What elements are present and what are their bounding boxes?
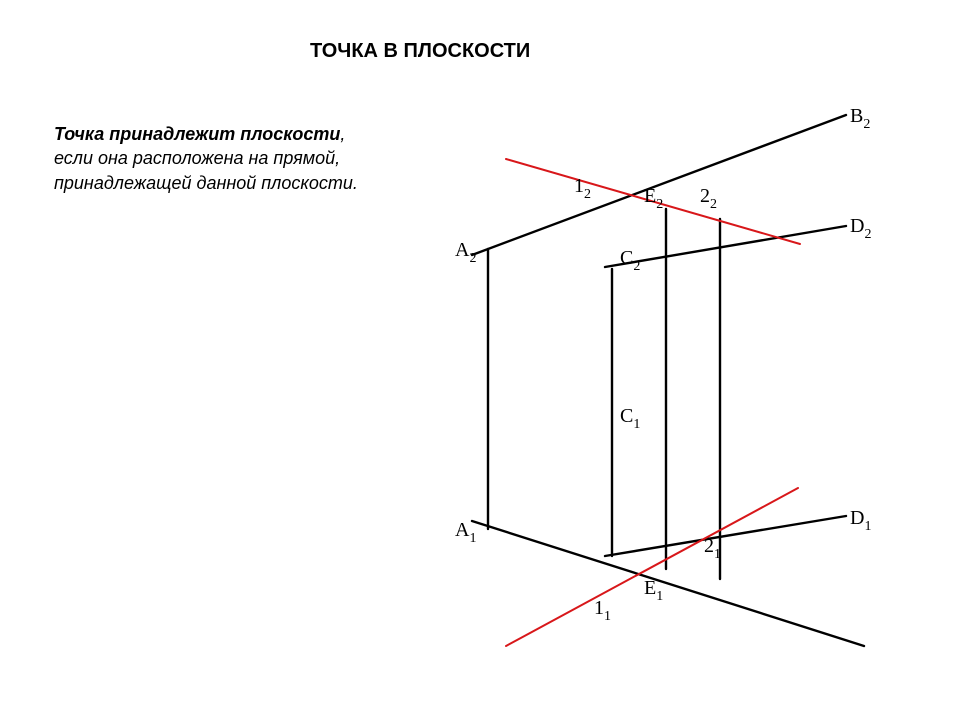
svg-text:21: 21: [704, 535, 721, 562]
svg-text:12: 12: [574, 175, 591, 202]
svg-text:22: 22: [700, 185, 717, 212]
svg-text:B2: B2: [850, 105, 870, 132]
definition-lead: Точка принадлежит плоскости: [54, 124, 340, 144]
svg-text:C1: C1: [620, 405, 640, 432]
projection-diagram: A2A1B2D2D1C2C1E2E112112221: [410, 84, 910, 674]
svg-text:11: 11: [594, 597, 611, 624]
page-title: ТОЧКА В ПЛОСКОСТИ: [310, 40, 530, 63]
svg-text:E2: E2: [644, 185, 663, 212]
svg-text:D1: D1: [850, 507, 871, 534]
diagram-svg: A2A1B2D2D1C2C1E2E112112221: [410, 84, 910, 674]
svg-text:A1: A1: [455, 519, 476, 546]
svg-text:C2: C2: [620, 247, 640, 274]
svg-text:D2: D2: [850, 215, 871, 242]
svg-text:A2: A2: [455, 239, 476, 266]
definition-text: Точка принадлежит плоскости, если она ра…: [54, 122, 374, 195]
